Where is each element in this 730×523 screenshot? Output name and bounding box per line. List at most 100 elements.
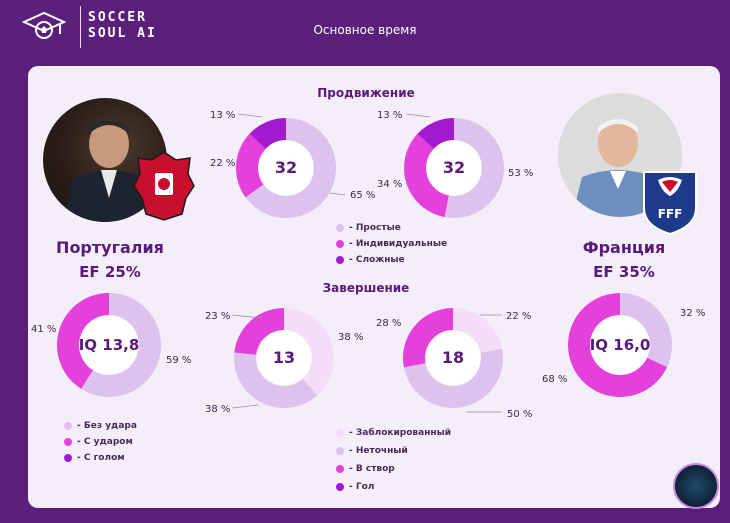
legend-item-blocked: - Заблокированный (336, 424, 451, 442)
donut-slice (56, 293, 109, 389)
donut-slice (235, 133, 266, 198)
left-team-ef: EF 25% (30, 263, 190, 281)
donut-hole (256, 330, 312, 386)
donut-slice (81, 293, 161, 397)
donut-slice (234, 308, 284, 355)
left-ef-value: 25% (104, 263, 141, 281)
legend-dot-medium (64, 438, 72, 446)
legend-label: - Без удара (77, 421, 137, 431)
leader-line (231, 404, 259, 409)
legend-dot-dark (336, 483, 344, 491)
ai-avatar-icon (673, 463, 719, 509)
brand-line-1: SOCCER (88, 10, 147, 25)
donut-slice (403, 308, 453, 368)
legend-label: - Сложные (349, 255, 405, 265)
donut-hole (258, 140, 314, 196)
donut-center-label: 32 (275, 158, 297, 177)
legend-label: - С ударом (77, 437, 133, 447)
donut-value-label: 13 % (377, 110, 402, 121)
donut-hole (426, 140, 482, 196)
donut-slice (444, 118, 504, 218)
donut-slice (403, 348, 503, 408)
portugal-crest-icon (133, 151, 195, 221)
donut-slice (245, 118, 337, 219)
donut-center-label: 32 (443, 158, 465, 177)
legend-label: - С голом (77, 453, 125, 463)
donut-value-label: 38 % (205, 404, 230, 415)
right-team-ef: EF 35% (544, 263, 704, 281)
right-ef-value: 35% (618, 263, 655, 281)
legend-dot-medium (336, 465, 344, 473)
leader-line (405, 113, 431, 118)
fff-crest-icon: FFF (643, 171, 697, 236)
donut-slice (249, 118, 286, 149)
legend-dot-dark (336, 256, 344, 264)
donut-value-label: 41 % (31, 324, 56, 335)
donut-value-label: 23 % (205, 311, 230, 322)
legend-label: - В створ (349, 464, 395, 474)
legend-progression: - Простые - Индивидуальные - Сложные (336, 220, 447, 268)
leader-line (237, 113, 263, 118)
legend-dot-light (64, 422, 72, 430)
legend-label: - Индивидуальные (349, 239, 448, 249)
legend-shots: - Без удара - С ударом - С голом (64, 418, 137, 466)
fff-text: FFF (658, 207, 683, 221)
donut-value-label: 28 % (376, 318, 401, 329)
legend-item-individual: - Индивидуальные (336, 236, 447, 252)
legend-item-goal: - С голом (64, 450, 137, 466)
donut-value-label: 22 % (210, 158, 235, 169)
legend-item-goal: - Гол (336, 478, 451, 496)
donut-value-label: 53 % (508, 168, 533, 179)
left-ef-label: EF (79, 263, 100, 281)
donut-center-label: IQ 16,0 (590, 336, 651, 354)
right-team-name: Франция (582, 238, 666, 257)
donut-center-label: IQ 13,8 (79, 336, 140, 354)
legend-item-on-target: - В створ (336, 460, 451, 478)
legend-label: - Гол (349, 482, 375, 492)
donut-value-label: 34 % (377, 179, 402, 190)
legend-finishing: - Заблокированный - Неточный - В створ -… (336, 424, 451, 496)
legend-dot-light (336, 447, 344, 455)
right-ef-label: EF (593, 263, 614, 281)
logo-separator (80, 6, 81, 48)
donut-value-label: 13 % (210, 110, 235, 121)
donut-value-label: 59 % (166, 355, 191, 366)
donut-slice (234, 352, 318, 408)
donut-center-label: 18 (442, 348, 464, 367)
donut-value-label: 65 % (350, 190, 375, 201)
donut-value-label: 38 % (338, 332, 363, 343)
leader-line (329, 192, 346, 196)
legend-label: - Заблокированный (349, 428, 452, 438)
donut-value-label: 22 % (506, 311, 531, 322)
legend-dot-dark (64, 454, 72, 462)
donut-hole (590, 315, 650, 375)
legend-dot-pale (336, 429, 344, 437)
donut-slice (417, 118, 454, 149)
ball-logo-icon (21, 11, 67, 39)
page-title: Основное время (313, 23, 417, 37)
donut-value-label: 50 % (507, 409, 532, 420)
donut-center-label: 13 (273, 348, 295, 367)
legend-item-no-shot: - Без удара (64, 418, 137, 434)
legend-dot-medium (336, 240, 344, 248)
brand-line-2: SOUL AI (88, 26, 157, 41)
legend-item-with-shot: - С ударом (64, 434, 137, 450)
donut-slice (453, 307, 503, 353)
legend-label: - Неточный (349, 446, 408, 456)
donut-slice (284, 308, 334, 396)
donut-hole (79, 315, 139, 375)
legend-dot-light (336, 224, 344, 232)
donut-value-label: 32 % (680, 308, 705, 319)
donut-value-label: 68 % (542, 374, 567, 385)
top-bar: SOCCER SOUL AI Основное время (0, 0, 730, 64)
leader-line (231, 314, 263, 319)
legend-item-simple: - Простые (336, 220, 447, 236)
section-title-progression: Продвижение (317, 86, 415, 100)
donut-slice (620, 293, 673, 368)
legend-item-complex: - Сложные (336, 252, 447, 268)
legend-item-off-target: - Неточный (336, 442, 451, 460)
donut-slice (403, 133, 449, 218)
donut-hole (425, 330, 481, 386)
left-team-name: Португалия (56, 238, 164, 257)
